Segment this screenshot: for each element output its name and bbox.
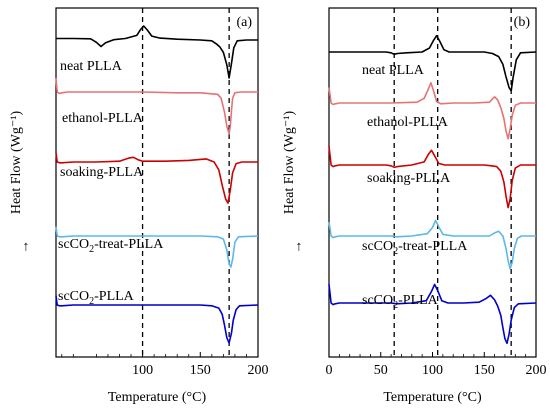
series-line-scco2-treat-plla bbox=[328, 219, 536, 270]
x-axis-title: Temperature (°C) bbox=[383, 390, 482, 405]
x-tick-label: 0 bbox=[326, 363, 333, 378]
series-label-scco2-plla: scCO2-PLLA bbox=[362, 293, 439, 311]
series-line-scco2-plla bbox=[55, 295, 259, 344]
x-tick-label: 100 bbox=[132, 363, 153, 378]
x-tick-label: 200 bbox=[526, 363, 547, 378]
x-tick-label: 150 bbox=[190, 363, 211, 378]
series-line-neat-plla bbox=[56, 25, 258, 79]
series-label-scco2-treat-plla: scCO2-treat-PLLA bbox=[362, 239, 468, 257]
series-line-soaking-plla bbox=[328, 146, 536, 209]
panel-a: 100 150 200 Temperature (°C) (a) Heat Flow (W… bbox=[9, 7, 269, 405]
plot-frame bbox=[55, 7, 259, 358]
y-axis-title: Heat Flow (Wg⁻¹) bbox=[9, 110, 24, 214]
x-tick-label: 100 bbox=[422, 363, 443, 378]
series-line-scco2-plla bbox=[328, 283, 537, 345]
x-axis-title: Temperature (°C) bbox=[108, 390, 207, 405]
x-tick-label: 50 bbox=[374, 363, 388, 378]
series-label-ethanol-plla: ethanol-PLLA bbox=[367, 115, 449, 130]
panel-tag: (b) bbox=[514, 15, 531, 30]
x-tick-label: 150 bbox=[474, 363, 495, 378]
series-line-scco2-treat-plla bbox=[55, 226, 259, 268]
series-line-ethanol-plla bbox=[328, 82, 536, 140]
y-axis-title-text: Heat Flow (Wg⁻¹) bbox=[282, 110, 297, 214]
y-axis-arrow: ↑ bbox=[23, 240, 30, 255]
series-label-scco2-treat-plla: scCO2-treat-PLLA bbox=[58, 237, 164, 255]
y-axis-title-text: Heat Flow (Wg⁻¹) bbox=[9, 110, 24, 214]
series-label-soaking-plla: soaking-PLLA bbox=[60, 165, 144, 180]
series-label-ethanol-plla: ethanol-PLLA bbox=[62, 111, 144, 126]
x-tick-label: 200 bbox=[248, 363, 269, 378]
series-label-neat-plla: neat PLLA bbox=[60, 59, 123, 74]
y-axis-arrow: ↑ bbox=[296, 240, 303, 255]
series-line-ethanol-plla bbox=[55, 77, 258, 135]
series-line-neat-plla bbox=[329, 34, 537, 92]
series-label-neat-plla: neat PLLA bbox=[362, 63, 425, 78]
series-line-soaking-plla bbox=[55, 152, 258, 204]
y-axis-title: Heat Flow (Wg⁻¹) bbox=[282, 110, 297, 214]
series-label-scco2-plla: scCO2-PLLA bbox=[58, 289, 135, 307]
panel-b: 0 50 100 150 200 Temperature (°C) (b) Heat Flow… bbox=[282, 7, 547, 405]
series-label-soaking-plla: soaking-PLLA bbox=[367, 171, 451, 186]
panel-tag: (a) bbox=[236, 15, 252, 30]
